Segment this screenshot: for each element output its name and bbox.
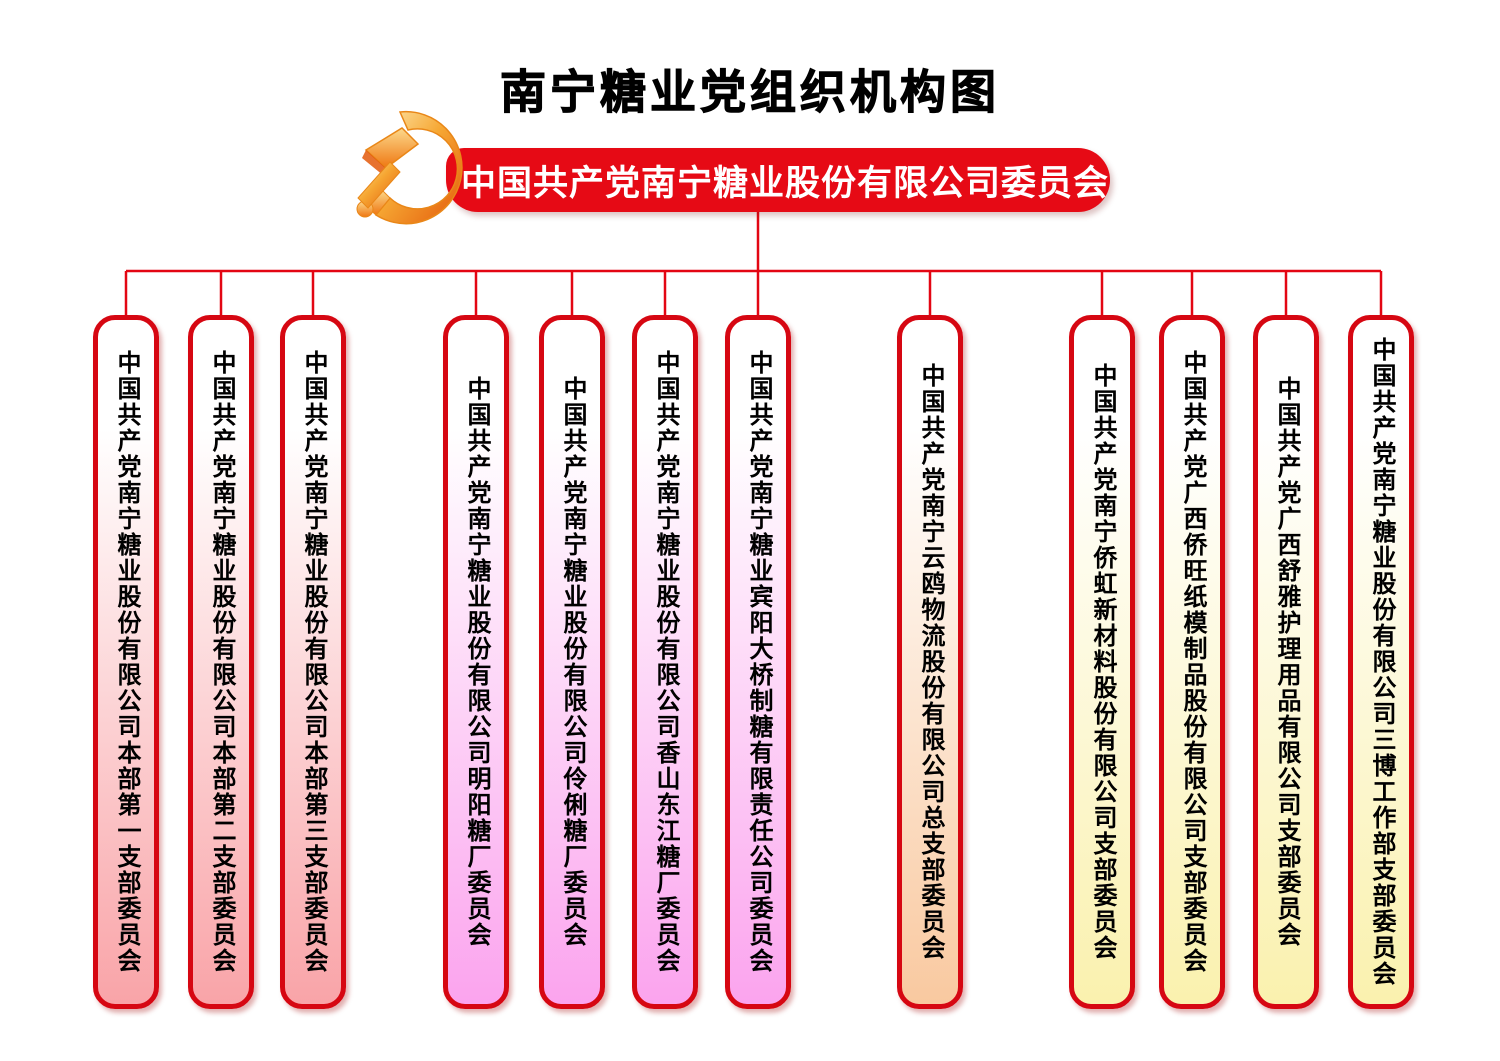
page-title: 南宁糖业党组织机构图: [500, 67, 1000, 119]
org-node-label: 中国共产党南宁糖业股份有限公司香山东江糖厂委员会: [652, 350, 679, 974]
org-node-2: 中国共产党南宁糖业股份有限公司本部第二支部委员会: [188, 315, 254, 1009]
org-node-label: 中国共产党南宁糖业股份有限公司明阳糖厂委员会: [463, 376, 490, 948]
org-node-1: 中国共产党南宁糖业股份有限公司本部第一支部委员会: [93, 315, 159, 1009]
org-node-label: 中国共产党南宁糖业股份有限公司本部第二支部委员会: [208, 350, 235, 974]
org-node-7: 中国共产党南宁糖业宾阳大桥制糖有限责任公司委员会: [725, 315, 791, 1009]
org-node-10: 中国共产党广西侨旺纸模制品股份有限公司支部委员会: [1159, 315, 1225, 1009]
org-node-3: 中国共产党南宁糖业股份有限公司本部第三支部委员会: [280, 315, 346, 1009]
org-node-label: 中国共产党南宁侨虹新材料股份有限公司支部委员会: [1089, 363, 1116, 961]
org-node-label: 中国共产党广西侨旺纸模制品股份有限公司支部委员会: [1179, 350, 1206, 974]
org-node-5: 中国共产党南宁糖业股份有限公司伶俐糖厂委员会: [539, 315, 605, 1009]
org-node-label: 中国共产党南宁糖业股份有限公司本部第三支部委员会: [300, 350, 327, 974]
org-node-label: 中国共产党南宁云鸥物流股份有限公司总支部委员会: [917, 363, 944, 961]
org-node-12: 中国共产党南宁糖业股份有限公司三博工作部支部委员会: [1348, 315, 1414, 1009]
org-node-6: 中国共产党南宁糖业股份有限公司香山东江糖厂委员会: [632, 315, 698, 1009]
org-node-label: 中国共产党南宁糖业宾阳大桥制糖有限责任公司委员会: [745, 350, 772, 974]
org-node-8: 中国共产党南宁云鸥物流股份有限公司总支部委员会: [897, 315, 963, 1009]
org-node-label: 中国共产党南宁糖业股份有限公司三博工作部支部委员会: [1368, 337, 1395, 987]
party-emblem-icon: [356, 110, 463, 225]
org-node-label: 中国共产党南宁糖业股份有限公司伶俐糖厂委员会: [559, 376, 586, 948]
org-node-label: 中国共产党南宁糖业股份有限公司本部第一支部委员会: [113, 350, 140, 974]
org-node-4: 中国共产党南宁糖业股份有限公司明阳糖厂委员会: [443, 315, 509, 1009]
org-node-label: 中国共产党广西舒雅护理用品有限公司支部委员会: [1273, 376, 1300, 948]
root-committee-label: 中国共产党南宁糖业股份有限公司委员会: [460, 163, 1109, 203]
root-committee-banner: 中国共产党南宁糖业股份有限公司委员会: [446, 148, 1110, 212]
org-node-9: 中国共产党南宁侨虹新材料股份有限公司支部委员会: [1069, 315, 1135, 1009]
org-node-11: 中国共产党广西舒雅护理用品有限公司支部委员会: [1253, 315, 1319, 1009]
